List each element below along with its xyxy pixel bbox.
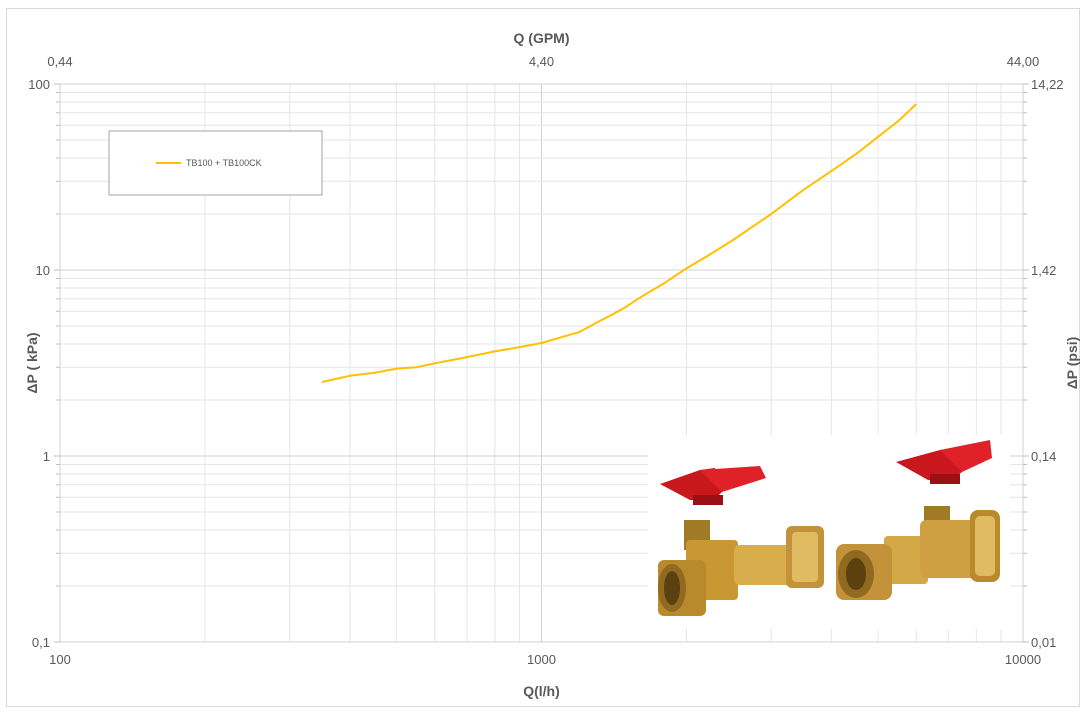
y-tick-label: 0,1 bbox=[32, 635, 50, 650]
x2-tick-label: 44,00 bbox=[1007, 54, 1040, 69]
y2-tick-label: 0,14 bbox=[1031, 449, 1056, 464]
legend-box bbox=[108, 130, 323, 196]
valve-right-image bbox=[836, 440, 1000, 600]
series-layer bbox=[321, 103, 917, 383]
x-tick-label: 10000 bbox=[1005, 652, 1041, 667]
x2-axis-title: Q (GPM) bbox=[514, 30, 570, 46]
product-photo bbox=[648, 435, 1010, 629]
y-axis-title: ΔP ( kPa) bbox=[24, 332, 40, 393]
y-tick-label: 1 bbox=[43, 449, 50, 464]
chart-area bbox=[6, 8, 1080, 707]
y2-axis-title: ΔP (psi) bbox=[1064, 337, 1080, 390]
y2-tick-label: 1,42 bbox=[1031, 263, 1056, 278]
x2-tick-label: 0,44 bbox=[47, 54, 72, 69]
axis-titles: Q(l/h) Q (GPM) ΔP ( kPa) ΔP (psi) bbox=[24, 30, 1080, 699]
x-tick-label: 100 bbox=[49, 652, 71, 667]
y2-tick-label: 0,01 bbox=[1031, 635, 1056, 650]
x-tick-label: 1000 bbox=[527, 652, 556, 667]
tick-labels: 100 1000 10000 0,44 4,40 44,00 0,1 1 10 100 0,01 0,… bbox=[28, 54, 1063, 667]
x-axis-title: Q(l/h) bbox=[523, 683, 560, 699]
legend: TB100 + TB100CK bbox=[108, 130, 323, 196]
chart-gridlines bbox=[54, 83, 1029, 643]
y-tick-label: 10 bbox=[36, 263, 50, 278]
y2-tick-label: 14,22 bbox=[1031, 77, 1064, 92]
x2-tick-label: 4,40 bbox=[529, 54, 554, 69]
series-line bbox=[321, 103, 917, 383]
legend-label: TB100 + TB100CK bbox=[186, 158, 262, 168]
y-tick-label: 100 bbox=[28, 77, 50, 92]
valve-left-image bbox=[658, 466, 824, 616]
